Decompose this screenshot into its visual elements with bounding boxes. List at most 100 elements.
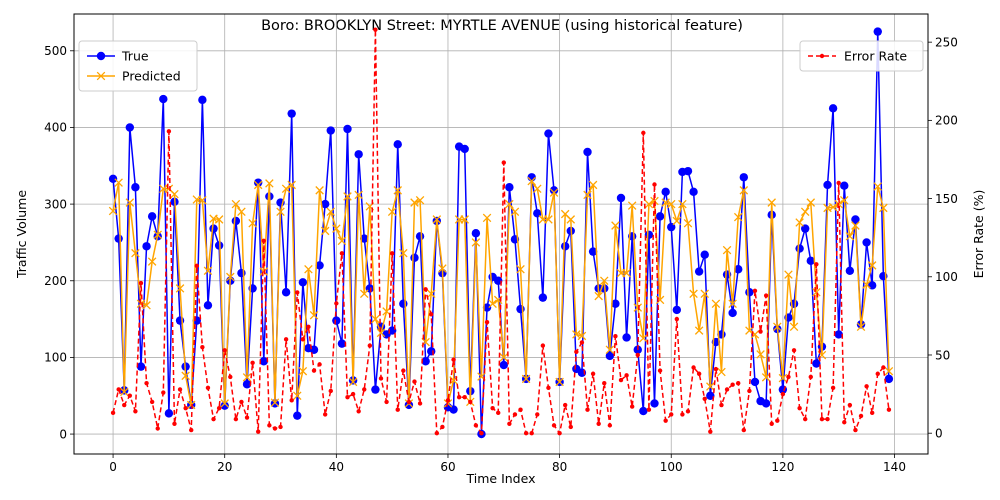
error-rate-point — [747, 388, 752, 394]
x-tick-label: 20 — [217, 460, 232, 474]
predicted-point — [555, 377, 564, 387]
predicted-point — [627, 201, 637, 210]
predicted-point — [605, 345, 615, 355]
predicted-point — [399, 248, 408, 258]
true-point — [298, 278, 308, 287]
true-point — [399, 299, 408, 308]
error-rate-point — [864, 384, 869, 389]
error-rate-point — [763, 293, 769, 298]
predicted-point — [415, 196, 425, 205]
x-tick-label: 0 — [109, 460, 117, 474]
error-rate-point — [362, 387, 367, 392]
error-rate-point — [540, 343, 546, 348]
predicted-point — [293, 391, 302, 401]
legend-label: Predicted — [122, 68, 181, 83]
error-rate-point — [708, 429, 713, 434]
true-point — [560, 242, 570, 251]
y-tick-label: 0 — [59, 427, 67, 441]
error-rate-point — [669, 412, 674, 417]
predicted-point — [666, 199, 676, 209]
error-rate-point — [189, 427, 194, 433]
error-rate-point — [730, 382, 735, 387]
error-rate-point — [429, 312, 434, 317]
error-rate-point — [590, 371, 596, 376]
true-point — [639, 406, 648, 416]
error-rate-point — [300, 337, 306, 342]
true-point — [505, 183, 514, 192]
predicted-point — [577, 331, 587, 341]
predicted-point — [460, 215, 469, 224]
predicted-point — [711, 299, 721, 309]
predicted-point — [237, 207, 246, 217]
predicted-point — [761, 373, 771, 382]
predicted-point — [650, 196, 659, 206]
predicted-point — [231, 199, 241, 209]
error-rate-point — [719, 402, 724, 408]
predicted-point — [661, 198, 670, 207]
true-point — [728, 308, 737, 318]
predicted-point — [337, 236, 347, 246]
true-point — [611, 299, 620, 308]
error-rate-point — [635, 352, 640, 358]
predicted-point — [879, 203, 888, 213]
error-rate-point — [228, 374, 233, 380]
predicted-point — [315, 186, 324, 195]
error-rate-point — [574, 349, 579, 355]
error-rate-point — [523, 430, 529, 436]
error-rate-point — [797, 405, 802, 411]
true-point — [281, 288, 291, 297]
error-rate-point — [456, 395, 462, 400]
true-point — [694, 267, 704, 276]
predicted-point — [600, 276, 609, 286]
error-rate-point — [479, 430, 484, 436]
error-rate-point — [752, 288, 758, 294]
error-rate-point — [496, 410, 501, 416]
true-point — [136, 362, 146, 371]
y-tick-label: 300 — [44, 197, 67, 211]
error-rate-point — [652, 182, 657, 187]
true-point — [622, 333, 631, 342]
error-rate-series-line — [112, 28, 890, 434]
error-rate-point — [440, 424, 445, 430]
true-point — [845, 266, 855, 275]
predicted-point — [789, 322, 799, 332]
predicted-point — [566, 215, 576, 224]
predicted-point — [471, 238, 481, 247]
error-rate-point — [267, 423, 272, 428]
error-rate-point — [786, 374, 791, 380]
error-rate-point — [239, 399, 244, 405]
true-point — [745, 288, 754, 297]
predicted-point — [767, 198, 776, 207]
predicted-point — [326, 207, 336, 217]
error-rate-point — [373, 27, 378, 32]
true-point — [114, 234, 123, 243]
error-rate-point — [618, 377, 624, 383]
true-point — [851, 215, 860, 224]
predicted-point — [198, 196, 207, 205]
true-point — [700, 250, 709, 259]
error-rate-point — [808, 374, 813, 380]
error-rate-point — [881, 365, 886, 370]
true-point — [516, 304, 525, 314]
true-point — [806, 256, 815, 266]
error-rate-point — [423, 287, 428, 292]
predicted-point — [678, 199, 687, 209]
error-rate-point — [585, 407, 590, 412]
error-rate-point — [177, 387, 183, 392]
error-rate-point — [445, 398, 451, 403]
predicted-point — [644, 199, 654, 209]
predicted-point — [488, 299, 497, 309]
true-point — [415, 232, 425, 241]
predicted-point — [242, 373, 252, 382]
predicted-point — [170, 189, 179, 199]
y-tick-label: 200 — [44, 274, 67, 288]
predicted-point — [259, 267, 269, 276]
true-point — [823, 180, 832, 190]
error-rate-point — [624, 373, 629, 378]
error-rate-point — [657, 368, 663, 373]
predicted-point — [147, 257, 157, 266]
error-rate-point — [334, 301, 339, 306]
legend-primary: True Predicted — [78, 40, 198, 92]
error-rate-point — [116, 387, 121, 392]
